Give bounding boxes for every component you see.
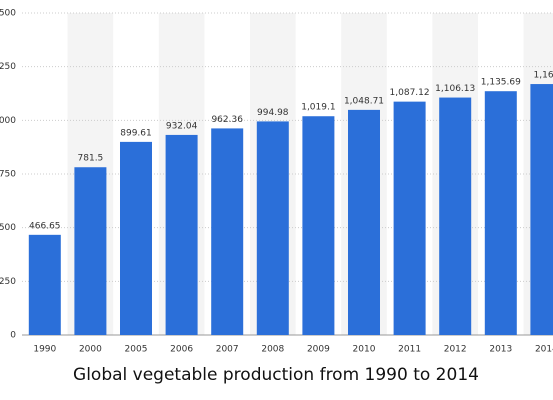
bar <box>302 116 335 335</box>
x-tick-label: 2008 <box>261 345 284 355</box>
value-label: 994.98 <box>257 108 289 118</box>
bar <box>165 134 198 335</box>
bar <box>256 121 289 336</box>
value-label: 1,048.71 <box>344 96 384 106</box>
value-label: 1,135.69 <box>481 78 521 88</box>
x-tick-label: 2006 <box>170 345 193 355</box>
value-label: 1,106.13 <box>435 84 475 94</box>
x-tick-label: 2013 <box>489 345 512 355</box>
x-tick-label: 2005 <box>125 345 148 355</box>
value-label: 1,169 <box>534 71 553 81</box>
bar <box>211 128 244 335</box>
bar <box>28 234 61 335</box>
x-tick-label: 1990 <box>33 345 56 355</box>
value-label: 932.04 <box>166 121 198 131</box>
bar <box>530 84 553 336</box>
y-tick-label: 750 <box>0 170 16 180</box>
y-tick-label: 500 <box>0 223 16 233</box>
bar <box>74 167 107 335</box>
x-tick-label: 2000 <box>79 345 102 355</box>
bar <box>120 141 152 335</box>
value-label: 1,019.1 <box>301 103 335 113</box>
bar <box>484 91 517 335</box>
bar <box>393 101 426 335</box>
x-tick-label: 2011 <box>398 345 421 355</box>
value-label: 781.5 <box>78 154 104 164</box>
bar <box>439 97 472 336</box>
value-label: 466.65 <box>29 221 61 231</box>
y-tick-label: 1,500 <box>0 9 16 19</box>
chart-title: Global vegetable production from 1990 to… <box>73 365 479 385</box>
x-tick-label: 2010 <box>353 345 376 355</box>
y-tick-label: 1,250 <box>0 62 16 72</box>
x-tick-label: 2014 <box>535 345 553 355</box>
x-tick-label: 2007 <box>216 345 239 355</box>
y-tick-label: 250 <box>0 277 16 287</box>
x-tick-label: 2009 <box>307 345 330 355</box>
value-label: 899.61 <box>120 128 152 138</box>
bar <box>348 109 380 335</box>
y-tick-label: 0 <box>10 331 16 341</box>
y-tick-label: 1,000 <box>0 116 16 126</box>
x-tick-label: 2012 <box>444 345 467 355</box>
value-label: 1,087.12 <box>390 88 430 98</box>
value-label: 962.36 <box>211 115 243 125</box>
